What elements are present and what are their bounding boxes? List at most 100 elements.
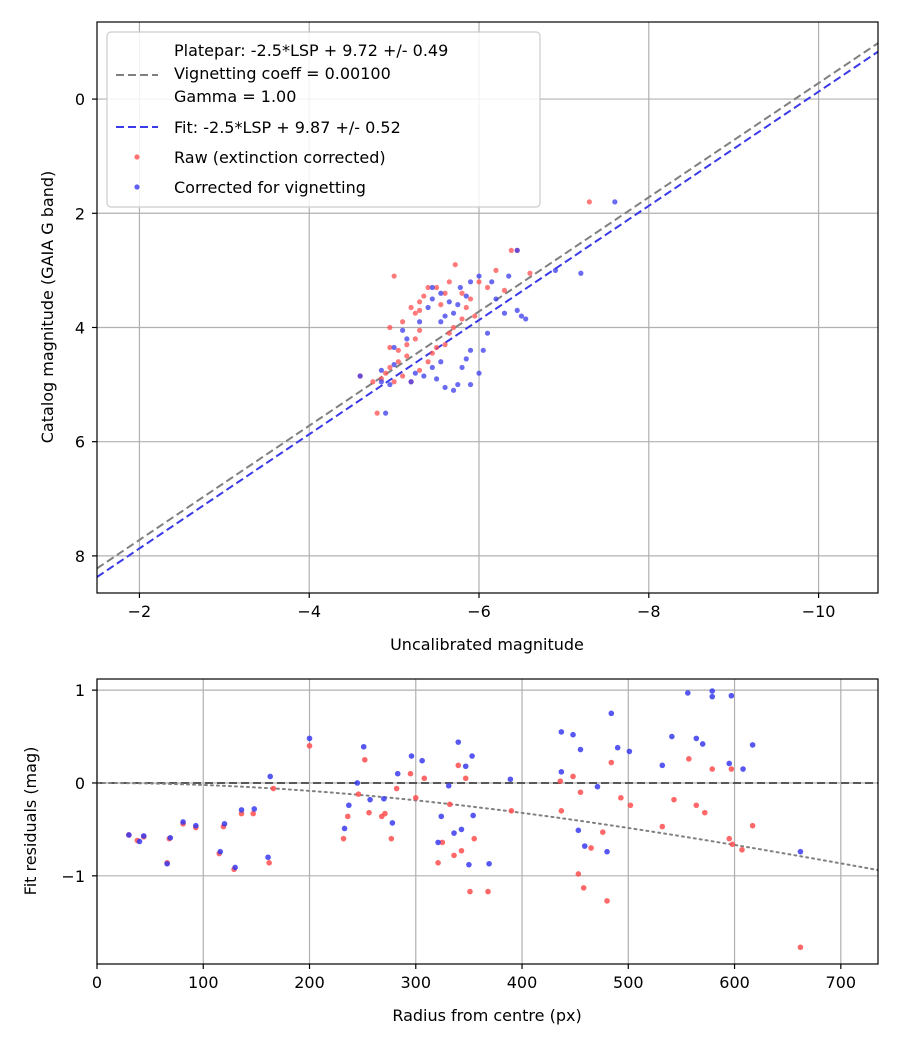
corrected-residual-point xyxy=(740,766,746,772)
corrected-point xyxy=(463,293,469,299)
corrected-point xyxy=(429,296,435,302)
corrected-residual-point xyxy=(140,833,147,839)
corrected-residual-point xyxy=(709,688,716,694)
y-tick-label: 1 xyxy=(75,681,85,700)
raw-residual-point xyxy=(382,810,388,817)
corrected-residual-point xyxy=(221,821,228,827)
raw-point xyxy=(387,324,393,331)
corrected-residual-point xyxy=(608,710,615,717)
raw-residual-point xyxy=(693,802,700,809)
corrected-point xyxy=(421,373,427,379)
corrected-point xyxy=(467,347,474,353)
raw-residual-point xyxy=(471,835,478,842)
corrected-point xyxy=(450,387,457,393)
corrected-residual-point xyxy=(455,739,462,745)
corrected-residual-point xyxy=(570,731,576,738)
corrected-residual-point xyxy=(193,822,199,829)
corrected-residual-point xyxy=(458,826,465,833)
raw-residual-point xyxy=(421,775,428,782)
corrected-residual-point xyxy=(451,830,457,836)
corrected-residual-point xyxy=(693,735,700,742)
corrected-residual-point xyxy=(469,753,475,759)
raw-residual-point xyxy=(439,839,446,846)
platepar-fit-line xyxy=(97,42,878,570)
corrected-residual-point xyxy=(164,860,170,867)
corrected-point xyxy=(552,267,559,273)
raw-point xyxy=(395,347,401,353)
corrected-residual-point xyxy=(435,839,441,846)
corrected-residual-point xyxy=(614,744,621,751)
raw-point xyxy=(438,302,444,308)
corrected-point xyxy=(612,199,618,205)
corrected-point xyxy=(442,384,448,391)
raw-residual-point xyxy=(455,762,462,769)
corrected-point xyxy=(476,370,482,376)
magnitude-plot-lines xyxy=(97,42,878,578)
corrected-residual-point xyxy=(381,795,387,802)
y-tick-label: −1 xyxy=(61,867,85,886)
raw-point xyxy=(429,350,435,356)
corrected-residual-point xyxy=(438,813,445,820)
raw-residual-point xyxy=(577,789,584,796)
x-tick-label: −4 xyxy=(297,602,321,621)
corrected-residual-point xyxy=(232,864,238,871)
raw-point xyxy=(416,327,423,333)
corrected-residual-point xyxy=(486,860,492,867)
corrected-residual-point xyxy=(180,819,186,825)
corrected-point xyxy=(391,362,397,368)
raw-residual-point xyxy=(659,823,666,830)
corrected-residual-point xyxy=(726,760,733,767)
corrected-point xyxy=(455,381,461,388)
raw-point xyxy=(391,379,397,385)
raw-point xyxy=(586,199,592,205)
raw-residual-point xyxy=(575,871,582,877)
corrected-point xyxy=(391,344,397,351)
raw-residual-point xyxy=(340,835,347,842)
raw-residual-point xyxy=(407,770,414,777)
raw-point xyxy=(416,299,423,305)
raw-point xyxy=(484,284,491,291)
raw-point xyxy=(416,367,423,373)
corrected-residual-point xyxy=(445,782,452,789)
corrected-point xyxy=(518,313,525,319)
corrected-point xyxy=(514,247,520,253)
raw-point xyxy=(452,262,458,268)
corrected-residual-point xyxy=(136,838,143,845)
corrected-point xyxy=(442,313,448,319)
corrected-residual-point xyxy=(797,848,804,855)
raw-point xyxy=(395,359,401,365)
corrected-point xyxy=(501,310,508,316)
raw-residual-point xyxy=(446,801,453,808)
corrected-point xyxy=(429,364,435,371)
raw-residual-point xyxy=(412,795,419,801)
raw-residual-point xyxy=(797,944,804,951)
raw-residual-point xyxy=(462,775,469,782)
raw-point xyxy=(370,379,376,385)
corrected-point xyxy=(484,330,491,336)
corrected-point xyxy=(467,381,474,388)
legend-gamma-label: Gamma = 1.00 xyxy=(174,87,296,106)
corrected-residual-point xyxy=(699,741,706,747)
raw-point xyxy=(412,310,418,316)
corrected-residual-point xyxy=(577,746,584,753)
legend-platepar-label: Platepar: -2.5*LSP + 9.72 +/- 0.49 xyxy=(174,41,448,60)
raw-residual-point xyxy=(608,759,615,766)
corrected-residual-point xyxy=(394,770,401,777)
corrected-point xyxy=(429,284,435,291)
raw-point xyxy=(425,284,431,291)
x-tick-label: 300 xyxy=(401,973,432,992)
y-tick-label: 0 xyxy=(75,774,85,793)
corrected-point xyxy=(578,270,584,276)
raw-point xyxy=(421,293,427,299)
corrected-point xyxy=(463,356,469,362)
raw-point xyxy=(433,344,440,351)
raw-residual-point xyxy=(729,841,736,848)
corrected-residual-point xyxy=(354,780,361,786)
legend-raw-marker xyxy=(134,154,140,160)
corrected-point xyxy=(493,296,499,302)
raw-point xyxy=(527,270,533,276)
corrected-residual-point xyxy=(466,861,472,868)
raw-residual-point xyxy=(393,785,400,792)
residuals-plot-ticks: 0 100 200 300 400 500 600 700 1 0 −1 xyxy=(61,681,856,992)
